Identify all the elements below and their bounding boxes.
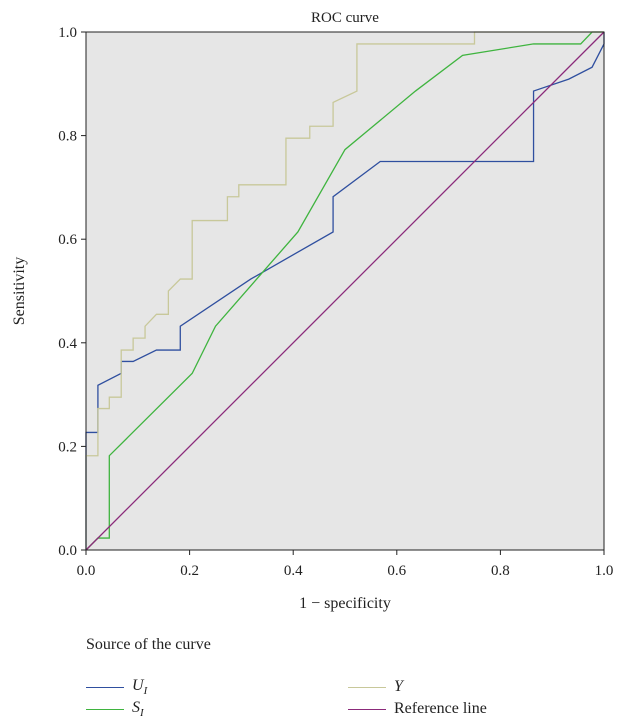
series-line-y [85, 31, 604, 550]
x-tick-label: 1.0 [595, 563, 614, 579]
legend-title: Source of the curve [86, 636, 211, 653]
legend-swatch [86, 708, 124, 710]
chart-title: ROC curve [311, 10, 379, 26]
legend-swatch [348, 708, 386, 710]
x-tick-label: 0.4 [284, 563, 303, 579]
y-tick-label: 0.8 [58, 129, 77, 145]
series-line-s-i [85, 31, 604, 551]
plot-frame [85, 31, 605, 551]
x-tick-label: 0.0 [77, 563, 96, 579]
y-tick-label: 1.0 [58, 25, 77, 41]
series-line-u-i [85, 32, 605, 550]
legend-item-y: Y [348, 676, 403, 698]
legend-item-u-i: UI [86, 676, 147, 698]
x-axis-title: 1 − specificity [299, 595, 391, 612]
legend-label: UI [132, 676, 148, 698]
y-tick-label: 0.6 [58, 232, 77, 248]
legend-swatch [86, 686, 124, 688]
y-axis-title: Sensitivity [11, 257, 28, 325]
series-layer [85, 31, 605, 551]
x-tick-label: 0.2 [180, 563, 199, 579]
legend-item-reference-line: Reference line [348, 698, 487, 720]
legend-swatch [348, 686, 386, 688]
legend: Source of the curve UI Y SI Reference line [86, 636, 606, 720]
legend-label: SI [132, 698, 144, 720]
y-tick-label: 0.4 [58, 336, 77, 352]
legend-label: Reference line [394, 700, 487, 717]
x-tick-label: 0.8 [491, 563, 510, 579]
x-axis: 0.0 0.2 0.4 0.6 0.8 1.0 [77, 550, 614, 579]
y-tick-label: 0.2 [58, 439, 77, 455]
x-tick-label: 0.6 [387, 563, 406, 579]
y-axis: 0.0 0.2 0.4 0.6 0.8 1.0 [58, 25, 86, 559]
legend-item-s-i: SI [86, 698, 144, 720]
roc-chart: 0.0 0.2 0.4 0.6 0.8 1.0 0.0 0.2 0.4 0.6 0.8 1.0 RO… [11, 10, 614, 612]
y-tick-label: 0.0 [58, 543, 77, 559]
series-line-reference-line [85, 31, 605, 551]
legend-label: Y [394, 678, 403, 695]
